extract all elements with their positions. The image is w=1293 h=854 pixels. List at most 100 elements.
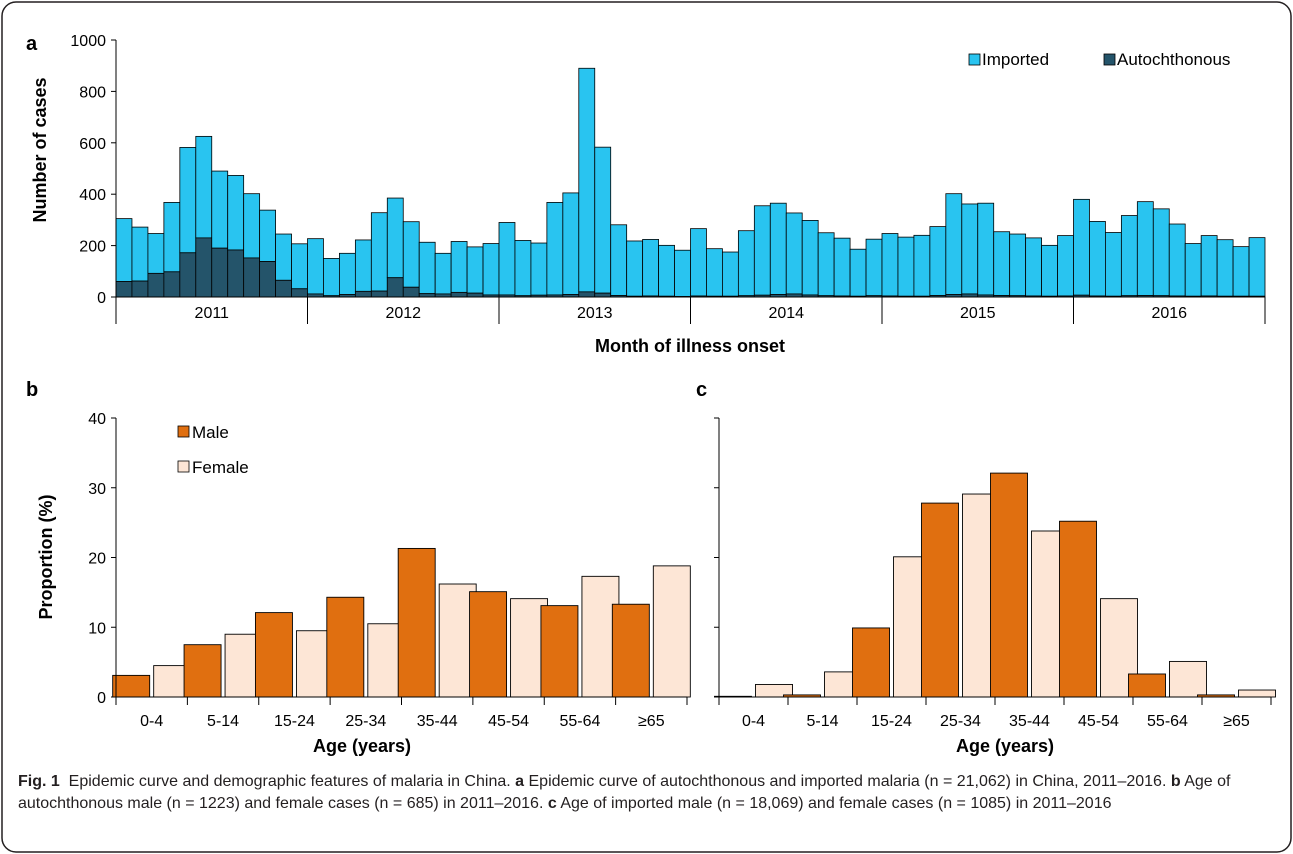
panel-a-y-tick-label: 200 — [79, 239, 106, 256]
panel-b-xlabel: Age (years) — [313, 736, 411, 756]
imported-bar — [147, 233, 165, 274]
imported-bar — [1168, 223, 1186, 297]
panel-b-y-tick-label: 20 — [88, 551, 106, 568]
imported-bar — [769, 202, 787, 295]
autochthonous-bar — [131, 280, 149, 298]
autochthonous-bar — [466, 292, 484, 298]
panel-a-xlabel: Month of illness onset — [595, 336, 785, 356]
imported-bar — [211, 170, 229, 249]
male-bar — [183, 644, 222, 698]
imported-bar — [179, 147, 197, 254]
imported-bar — [1216, 239, 1234, 297]
panel-c-x-tick-label: 5-14 — [806, 713, 838, 730]
imported-bar — [1232, 246, 1250, 297]
panel-a-year-label: 2012 — [385, 305, 421, 322]
imported-bar — [131, 226, 149, 282]
imported-bar — [961, 203, 979, 295]
panel-b-x-tick-label: 55-64 — [559, 713, 600, 730]
panel-a-year-label: 2016 — [1151, 305, 1187, 322]
imported-bar — [817, 232, 835, 297]
imported-bar — [626, 240, 644, 297]
imported-bar — [434, 252, 452, 295]
imported-bar — [1089, 221, 1106, 297]
imported-bar — [546, 202, 564, 296]
panel-b-chart: b Proportion (%) Age (years) 0 10 20 30 40 0… — [26, 379, 691, 756]
male-bar — [540, 605, 579, 698]
imported-bar — [1073, 198, 1090, 296]
imported-bar — [753, 205, 771, 296]
imported-bar — [674, 249, 691, 297]
panel-b-x-tick-label: 5-14 — [207, 713, 239, 730]
autochthonous-bar — [243, 257, 261, 298]
imported-bar — [1152, 208, 1170, 297]
male-bar — [1059, 520, 1097, 698]
autochthonous-bar — [147, 272, 165, 298]
imported-bar — [849, 248, 867, 297]
imported-bar — [482, 243, 500, 296]
autochthonous-bar — [195, 237, 213, 298]
panel-b-x-tick-label: 15-24 — [274, 713, 315, 730]
imported-bar — [929, 226, 947, 296]
imported-bar — [706, 248, 723, 297]
imported-bar — [466, 246, 484, 294]
female-bar — [652, 565, 691, 698]
panel-b-x-tick-label: 45-54 — [488, 713, 529, 730]
autochthonous-bar — [211, 247, 229, 298]
autochthonous-bar — [370, 290, 388, 298]
caption-c-text: Age of imported male (n = 18,069) and fe… — [560, 795, 1112, 812]
imported-bar — [833, 237, 851, 297]
panel-a-y-tick-label: 0 — [97, 290, 106, 307]
imported-bar — [1248, 237, 1266, 297]
imported-bar — [913, 234, 931, 297]
panel-b-y-tick-label: 40 — [88, 411, 106, 428]
male-bar — [469, 591, 508, 698]
caption-a-label: a — [515, 773, 525, 790]
imported-bar — [514, 240, 532, 297]
female-bar — [1238, 689, 1276, 698]
panel-b-x-tick-label: ≥65 — [638, 713, 665, 730]
panel-a-letter: a — [26, 33, 38, 55]
imported-bar — [1057, 235, 1074, 297]
imported-bar — [945, 193, 963, 295]
autochthonous-bar — [418, 293, 436, 298]
autochthonous-bar — [275, 279, 292, 298]
panel-a-legend: Imported Autochthonous — [968, 50, 1230, 69]
imported-bar — [195, 135, 213, 239]
autochthonous-bar — [163, 271, 181, 298]
imported-bar — [1136, 201, 1154, 296]
legend-imported-label: Imported — [982, 50, 1049, 69]
male-bar — [921, 502, 959, 698]
imported-bar — [865, 238, 883, 297]
male-bar — [852, 627, 890, 698]
caption-figure-label: Fig. 1 — [18, 773, 60, 790]
panel-c-letter: c — [696, 379, 707, 401]
male-bar — [397, 547, 436, 698]
imported-bar — [402, 221, 420, 288]
male-bar — [254, 612, 293, 698]
legend-autochthonous-label: Autochthonous — [1117, 50, 1230, 69]
legend-male-label: Male — [192, 423, 229, 442]
panel-c-x-tick-label: ≥65 — [1223, 713, 1250, 730]
imported-bar — [1120, 215, 1138, 297]
panel-b-letter: b — [26, 379, 38, 401]
imported-bar — [977, 202, 995, 296]
autochthonous-bar — [450, 291, 468, 298]
autochthonous-bar — [386, 277, 404, 298]
imported-bar — [881, 233, 899, 297]
male-bar — [990, 472, 1028, 698]
imported-bar — [642, 239, 659, 297]
imported-bar — [610, 224, 628, 296]
imported-bar — [227, 175, 245, 251]
imported-bar — [386, 197, 404, 279]
imported-bar — [785, 212, 803, 295]
imported-bar — [594, 146, 612, 294]
imported-bar — [658, 244, 675, 297]
imported-bar — [737, 230, 755, 297]
imported-bar — [1009, 233, 1027, 297]
panel-a-chart: a Number of cases Month of illness onset… — [26, 33, 1266, 356]
imported-bar — [1184, 243, 1202, 297]
panel-b-x-tick-label: 0-4 — [140, 713, 163, 730]
panel-c-x-tick-label: 35-44 — [1009, 713, 1050, 730]
imported-bar — [291, 243, 308, 290]
